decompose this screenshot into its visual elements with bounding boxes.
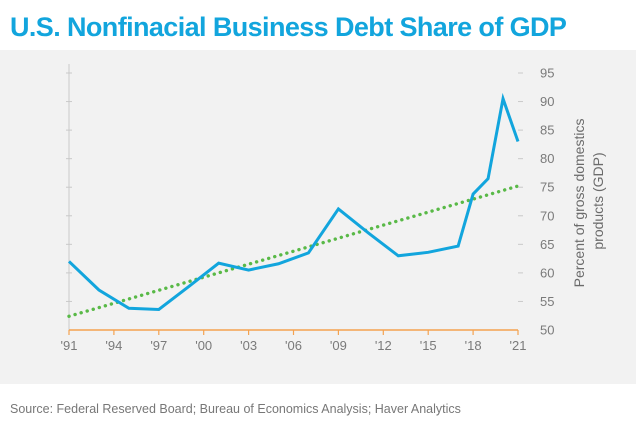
- x-tick-label: '06: [285, 338, 302, 353]
- x-tick-label: '21: [510, 338, 527, 353]
- x-tick-label: '91: [61, 338, 78, 353]
- y-tick-label: 70: [540, 208, 554, 223]
- x-tick-label: '03: [240, 338, 257, 353]
- y-tick-label: 55: [540, 294, 554, 309]
- debt-share-line: [67, 92, 520, 311]
- y-tick-label: 80: [540, 151, 554, 166]
- y-tick-label: 60: [540, 265, 554, 280]
- x-tick-label: '18: [465, 338, 482, 353]
- x-tick-label: '00: [195, 338, 212, 353]
- y-tick-label: 75: [540, 180, 554, 195]
- y-tick-label: 90: [540, 94, 554, 109]
- x-tick-label: '09: [330, 338, 347, 353]
- x-tick-label: '94: [105, 338, 122, 353]
- x-tick-label: '12: [375, 338, 392, 353]
- y-axis-label: Percent of gross domestics products (GDP…: [571, 115, 606, 288]
- x-tick-label: '97: [150, 338, 167, 353]
- y-tick-label: 85: [540, 123, 554, 138]
- y-axis-label-line-1: Percent of gross domestics: [571, 119, 587, 288]
- plot-background: [0, 50, 636, 384]
- source-note: Source: Federal Reserved Board; Bureau o…: [10, 402, 461, 416]
- x-tick-label: '15: [420, 338, 437, 353]
- y-axis-label-line-2: products (GDP): [590, 152, 606, 249]
- y-tick-label: 65: [540, 237, 554, 252]
- chart-title: U.S. Nonfinacial Business Debt Share of …: [10, 12, 567, 42]
- y-tick-label: 50: [540, 323, 554, 338]
- trend-line: [67, 184, 520, 318]
- y-tick-label: 95: [540, 66, 554, 81]
